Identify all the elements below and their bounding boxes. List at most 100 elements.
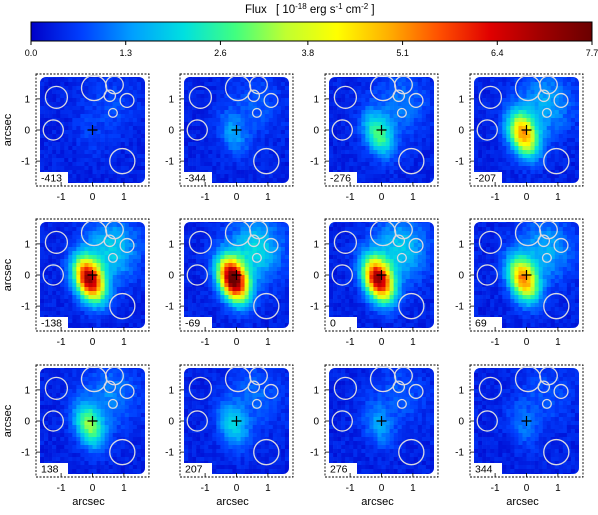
- velocity-label-text: 344: [475, 464, 493, 476]
- center-marker: [231, 416, 242, 426]
- x-tick-label: 1: [410, 337, 416, 348]
- aperture-circle: [119, 237, 135, 253]
- x-tick-label: -1: [57, 337, 66, 348]
- aperture-circle: [478, 376, 503, 400]
- x-axis-label: arcsec: [506, 496, 539, 508]
- x-tick-label: 1: [121, 337, 127, 348]
- y-tick-label: 1: [458, 239, 464, 250]
- colorbar-tick-label: 2.6: [214, 48, 227, 58]
- y-tick-label: 0: [168, 417, 174, 428]
- colorbar-tick-label: 1.3: [119, 48, 132, 58]
- aperture-circle: [476, 119, 498, 141]
- colorbar-title: Flux [ 10-18 erg s-1 cm-2 ]: [245, 2, 375, 16]
- aperture-circle: [408, 92, 424, 108]
- colorbar: Flux [ 10-18 erg s-1 cm-2 ] 0.0 1.3 2.6 3.8…: [25, 2, 598, 58]
- aperture-circle: [42, 410, 64, 432]
- y-axis-label: arcsec: [2, 258, 14, 291]
- channel-panel: 207 -1 0 1 -1 0 1 arcsec: [165, 364, 294, 508]
- y-tick-label: -1: [310, 157, 319, 168]
- y-tick-label: 1: [168, 385, 174, 396]
- y-tick-label: -1: [165, 448, 174, 459]
- aperture-circle: [44, 376, 69, 400]
- y-tick-label: 1: [24, 94, 30, 105]
- channel-panel: 69 -1 0 1 -1 0 1: [455, 218, 584, 348]
- y-tick-label: -1: [165, 157, 174, 168]
- y-tick-label: -1: [455, 448, 464, 459]
- y-tick-label: 0: [168, 271, 174, 282]
- y-tick-label: -1: [21, 302, 30, 313]
- colorbar-ticks: 0.0 1.3 2.6 3.8 5.1 6.4 7.7: [25, 41, 598, 58]
- velocity-label-text: 276: [330, 464, 348, 476]
- flux-map-image: [40, 368, 145, 474]
- aperture-circle: [103, 234, 117, 248]
- colorbar-tick-label: 6.4: [491, 48, 504, 58]
- velocity-label-text: 138: [41, 464, 59, 476]
- y-axis-label: arcsec: [2, 404, 14, 437]
- y-tick-label: -1: [310, 302, 319, 313]
- center-marker: [231, 270, 242, 280]
- y-tick-label: 0: [458, 126, 464, 137]
- aperture-circle: [103, 380, 117, 394]
- aperture-circle: [263, 92, 279, 108]
- aperture-circle: [247, 380, 261, 394]
- x-tick-label: 0: [234, 483, 240, 494]
- y-tick-label: 1: [313, 94, 319, 105]
- aperture-circle: [408, 237, 424, 253]
- aperture-circle: [543, 147, 570, 175]
- aperture-circle: [553, 383, 569, 400]
- aperture-circle: [537, 234, 551, 248]
- aperture-circle: [253, 292, 280, 320]
- y-tick-label: 0: [458, 271, 464, 282]
- channel-panel: 276 -1 0 1 -1 0 1 arcsec: [310, 364, 439, 508]
- aperture-circle: [408, 383, 424, 400]
- aperture-circle: [541, 398, 552, 409]
- x-tick-label: -1: [346, 337, 355, 348]
- x-tick-label: 1: [121, 483, 127, 494]
- flux-map-image: [184, 222, 289, 328]
- aperture-circle: [44, 85, 69, 109]
- x-tick-label: 0: [524, 483, 530, 494]
- x-tick-label: 1: [410, 483, 416, 494]
- aperture-circle: [537, 380, 551, 394]
- aperture-circle: [188, 85, 213, 109]
- velocity-label: -138: [38, 317, 68, 330]
- aperture-circle: [543, 292, 570, 320]
- aperture-circle: [107, 107, 118, 118]
- x-tick-label: -1: [201, 192, 210, 203]
- velocity-label: 69: [472, 317, 502, 330]
- y-tick-label: 1: [313, 239, 319, 250]
- aperture-circle: [398, 292, 425, 320]
- y-tick-label: -1: [165, 302, 174, 313]
- velocity-label: -276: [327, 172, 357, 185]
- y-tick-label: -1: [310, 448, 319, 459]
- colorbar-scale: [30, 21, 593, 42]
- velocity-label: 276: [327, 463, 357, 476]
- aperture-circle: [42, 119, 64, 141]
- aperture-circle: [107, 252, 118, 263]
- y-tick-label: -1: [455, 157, 464, 168]
- aperture-circle: [392, 380, 406, 394]
- y-tick-label: 0: [24, 271, 30, 282]
- channel-panel: -138 -1 0 1 -1 0 1 arcsec: [2, 218, 150, 348]
- aperture-circle: [119, 92, 135, 108]
- aperture-circle: [333, 230, 358, 254]
- channel-panel: -413 -1 0 1 -1 0 1 arcsec: [2, 73, 150, 203]
- aperture-circle: [553, 92, 569, 108]
- channel-panel: -69-1 0 1-101: [165, 218, 294, 348]
- velocity-label: -413: [38, 172, 68, 185]
- aperture-circle: [44, 230, 69, 254]
- aperture-circle: [253, 438, 280, 466]
- velocity-label: 344: [472, 463, 502, 476]
- aperture-circle: [392, 89, 406, 103]
- y-tick-label: 1: [24, 385, 30, 396]
- x-tick-label: 1: [555, 192, 561, 203]
- x-tick-label: 1: [265, 483, 271, 494]
- x-tick-label: -1: [201, 483, 210, 494]
- y-tick-label: 1: [458, 94, 464, 105]
- aperture-circle: [107, 398, 118, 409]
- aperture-circle: [247, 89, 261, 103]
- aperture-circle: [476, 264, 498, 286]
- velocity-label-text: -276: [330, 173, 351, 185]
- aperture-circle: [186, 264, 208, 286]
